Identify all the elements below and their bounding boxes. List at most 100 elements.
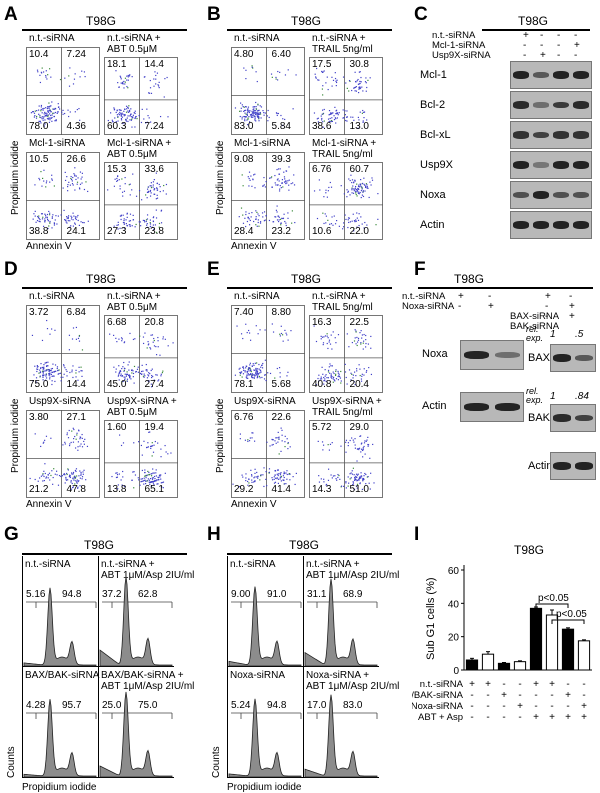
event-dot (150, 185, 152, 187)
event-dot (327, 118, 330, 120)
blot-band (574, 462, 593, 470)
event-dot (327, 190, 329, 192)
event-dot (256, 377, 258, 379)
event-dot (367, 476, 369, 478)
event-dot (336, 117, 339, 119)
event-dot (266, 115, 268, 117)
event-dot (363, 227, 365, 229)
event-dot (357, 78, 359, 81)
event-dot (277, 215, 279, 217)
event-dot (270, 177, 272, 179)
event-dot (244, 116, 247, 118)
treatment-sign: - (534, 701, 537, 712)
event-dot (328, 341, 330, 343)
event-dot (274, 481, 277, 483)
event-dot (72, 225, 74, 227)
event-dot (361, 488, 364, 491)
event-dot (322, 71, 324, 73)
event-dot (36, 110, 38, 112)
event-dot (71, 371, 73, 373)
event-dot (152, 181, 155, 183)
event-dot (251, 110, 253, 112)
event-dot (324, 335, 327, 337)
event-dot (276, 114, 278, 117)
event-dot (335, 369, 337, 371)
quadrant-value-ll: 60.3 (107, 121, 127, 132)
event-dot (246, 119, 248, 121)
event-dot (145, 224, 148, 226)
event-dot (71, 338, 74, 340)
event-dot (113, 185, 116, 187)
event-dot (363, 374, 365, 376)
event-dot (72, 427, 74, 429)
event-dot (271, 76, 273, 78)
event-dot (42, 370, 45, 373)
blot-strip (510, 181, 592, 209)
event-dot (120, 373, 122, 375)
flow-plot-label: ABT 0.5μM (107, 149, 158, 160)
event-dot (75, 468, 78, 470)
event-dot (43, 366, 45, 368)
event-dot (353, 441, 355, 443)
event-dot (321, 119, 323, 121)
treatment-sign: + (565, 712, 571, 723)
event-dot (45, 373, 47, 375)
event-dot (313, 325, 315, 327)
event-dot (359, 374, 361, 377)
event-dot (346, 120, 348, 122)
event-dot (351, 89, 353, 92)
quadrant-value-ul: 16.3 (312, 317, 332, 328)
event-dot (55, 215, 57, 217)
blot-band (552, 414, 571, 422)
event-dot (256, 372, 259, 374)
event-dot (352, 377, 354, 379)
event-dot (130, 116, 133, 118)
event-dot (322, 109, 324, 111)
event-dot (52, 483, 54, 485)
blot-label: Bcl-xL (420, 129, 451, 141)
event-dot (73, 78, 76, 80)
flow-plot-label: Mcl-1-siRNA + (107, 138, 172, 149)
significance-label: p<0.05 (538, 593, 569, 604)
event-dot (253, 373, 255, 376)
event-dot (260, 474, 262, 476)
event-dot (161, 486, 163, 488)
panel-b-title-rule (227, 29, 392, 31)
event-dot (140, 370, 143, 373)
quadrant-value-ul: 4.80 (234, 49, 254, 60)
event-dot (356, 226, 358, 228)
event-dot (280, 332, 283, 335)
event-dot (51, 383, 53, 386)
event-dot (48, 210, 50, 213)
event-dot (329, 113, 331, 116)
event-dot (56, 223, 58, 225)
event-dot (51, 114, 53, 116)
event-dot (146, 214, 149, 216)
treatment-sign: - (502, 712, 505, 723)
event-dot (158, 81, 160, 83)
event-dot (57, 373, 59, 375)
blot-band (532, 221, 550, 229)
event-dot (75, 470, 77, 473)
event-dot (81, 476, 84, 478)
event-dot (246, 114, 248, 116)
quadrant-value-ur: 27.1 (66, 412, 86, 423)
event-dot (268, 472, 270, 474)
event-dot (77, 486, 79, 488)
event-dot (350, 174, 352, 176)
event-dot (126, 380, 128, 382)
event-dot (357, 479, 359, 481)
event-dot (152, 220, 155, 223)
event-dot (258, 368, 260, 370)
event-dot (259, 377, 261, 379)
flow-plot-label: ABT 0.5μM (107, 302, 158, 313)
event-dot (252, 108, 254, 110)
event-dot (79, 445, 81, 447)
histogram-plot: Noxa-siRNA 5.24 94.8 (227, 667, 303, 778)
event-dot (287, 447, 289, 450)
treatment-row-label: ABT + Asp (418, 712, 463, 723)
subg1-value: 5.16 (26, 589, 46, 600)
event-dot (49, 378, 51, 380)
event-dot (142, 219, 144, 222)
flow-plot-label: TRAIL 5ng/ml (312, 302, 373, 313)
